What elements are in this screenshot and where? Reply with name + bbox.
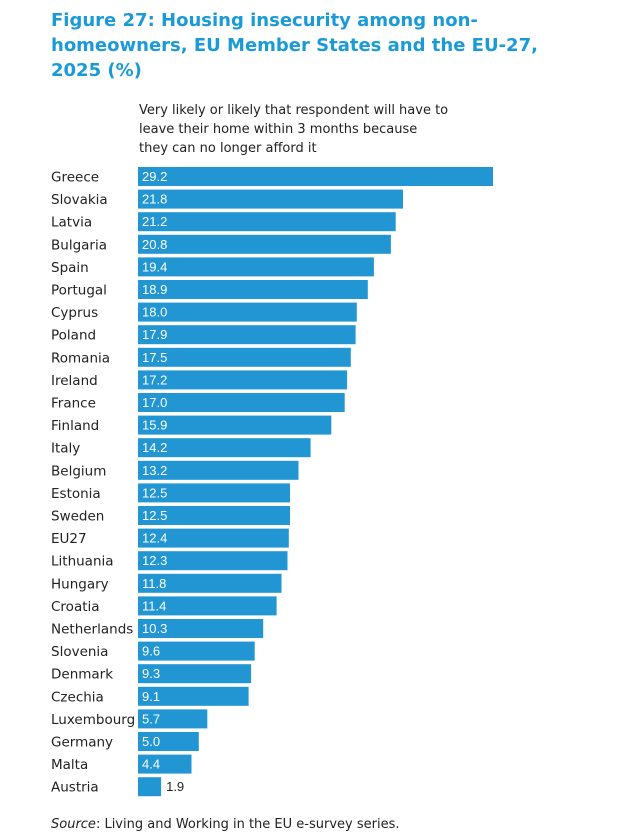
value-label: 9.6 bbox=[142, 644, 160, 659]
bar bbox=[138, 596, 277, 616]
category-label: Belgium bbox=[51, 463, 106, 479]
bar bbox=[138, 347, 351, 367]
category-label: Bulgaria bbox=[51, 237, 107, 253]
category-label: Portugal bbox=[51, 283, 107, 299]
source-note: Source: Living and Working in the EU e-s… bbox=[51, 817, 399, 832]
value-label: 9.1 bbox=[142, 689, 160, 704]
source-text: : Living and Working in the EU e-survey … bbox=[95, 817, 400, 832]
value-label: 12.5 bbox=[142, 485, 167, 500]
bar bbox=[138, 754, 192, 774]
value-label: 17.9 bbox=[142, 327, 167, 342]
bar bbox=[138, 460, 299, 480]
value-label: 11.4 bbox=[142, 598, 166, 613]
bar bbox=[138, 506, 290, 525]
bar bbox=[138, 528, 289, 548]
bar bbox=[138, 641, 255, 661]
bar-chart: Greece 29.2 Slovakia 21.8 Latvia 21.2 Bulgaria… bbox=[51, 167, 493, 797]
value-label: 17.2 bbox=[142, 372, 167, 387]
value-label: 10.3 bbox=[142, 621, 167, 636]
category-label: Croatia bbox=[51, 599, 100, 615]
category-label: Denmark bbox=[51, 667, 113, 683]
category-label: Germany bbox=[51, 735, 113, 751]
category-label: Italy bbox=[51, 441, 80, 457]
value-label: 14.2 bbox=[142, 440, 167, 455]
bar bbox=[138, 325, 356, 345]
value-label: 1.9 bbox=[166, 779, 184, 794]
value-label: 29.2 bbox=[142, 169, 167, 184]
category-label: Romania bbox=[51, 350, 110, 366]
bar bbox=[138, 709, 208, 729]
bar bbox=[138, 732, 199, 751]
bar bbox=[138, 302, 357, 322]
value-label: 21.2 bbox=[142, 214, 167, 229]
value-label: 15.9 bbox=[142, 418, 167, 433]
category-label: Netherlands bbox=[51, 622, 133, 638]
chart-subtitle: Very likely or likely that respondent wi… bbox=[139, 103, 449, 156]
category-label: Luxembourg bbox=[51, 712, 135, 728]
value-label: 5.0 bbox=[142, 734, 160, 749]
bar bbox=[138, 234, 391, 254]
bar bbox=[138, 551, 288, 571]
category-label: Austria bbox=[51, 780, 99, 796]
category-label: Estonia bbox=[51, 486, 101, 502]
value-label: 12.5 bbox=[142, 508, 167, 523]
bar bbox=[138, 438, 311, 458]
value-label: 9.3 bbox=[142, 666, 160, 681]
value-label: 17.0 bbox=[142, 395, 167, 410]
bar bbox=[138, 664, 252, 684]
value-label: 17.5 bbox=[142, 350, 167, 365]
bar bbox=[138, 280, 368, 299]
category-label: France bbox=[51, 396, 96, 412]
bar bbox=[138, 573, 282, 593]
bar bbox=[138, 189, 403, 209]
category-label: Greece bbox=[51, 170, 99, 186]
category-label: Slovakia bbox=[51, 192, 108, 208]
value-label: 18.9 bbox=[142, 282, 167, 297]
bar bbox=[138, 212, 396, 232]
category-label: Hungary bbox=[51, 576, 109, 592]
bar bbox=[138, 483, 290, 503]
category-label: EU27 bbox=[51, 531, 87, 547]
value-label: 5.7 bbox=[142, 711, 160, 726]
category-label: Slovenia bbox=[51, 644, 108, 660]
value-label: 13.2 bbox=[142, 463, 167, 478]
bar bbox=[138, 686, 249, 706]
category-label: Sweden bbox=[51, 509, 104, 525]
bar bbox=[138, 167, 493, 186]
value-label: 12.3 bbox=[142, 553, 167, 568]
category-label: Czechia bbox=[51, 689, 104, 705]
bar bbox=[138, 777, 162, 797]
category-label: Poland bbox=[51, 328, 96, 344]
value-label: 18.0 bbox=[142, 305, 167, 320]
category-label: Latvia bbox=[51, 215, 92, 231]
value-label: 20.8 bbox=[142, 237, 167, 252]
value-label: 11.8 bbox=[142, 576, 166, 591]
category-label: Cyprus bbox=[51, 305, 98, 321]
category-label: Finland bbox=[51, 418, 99, 434]
bar bbox=[138, 393, 345, 412]
bar bbox=[138, 370, 348, 390]
value-label: 19.4 bbox=[142, 259, 167, 274]
bar bbox=[138, 257, 374, 277]
category-label: Spain bbox=[51, 260, 89, 276]
source-label: Source bbox=[51, 817, 96, 832]
bar bbox=[138, 415, 332, 435]
figure-title: Figure 27: Housing insecurity among non-… bbox=[51, 10, 538, 81]
value-label: 12.4 bbox=[142, 531, 167, 546]
category-label: Ireland bbox=[51, 373, 98, 389]
category-label: Malta bbox=[51, 757, 88, 773]
bar bbox=[138, 619, 264, 638]
value-label: 21.8 bbox=[142, 192, 167, 207]
category-label: Lithuania bbox=[51, 554, 114, 570]
value-label: 4.4 bbox=[142, 757, 160, 772]
